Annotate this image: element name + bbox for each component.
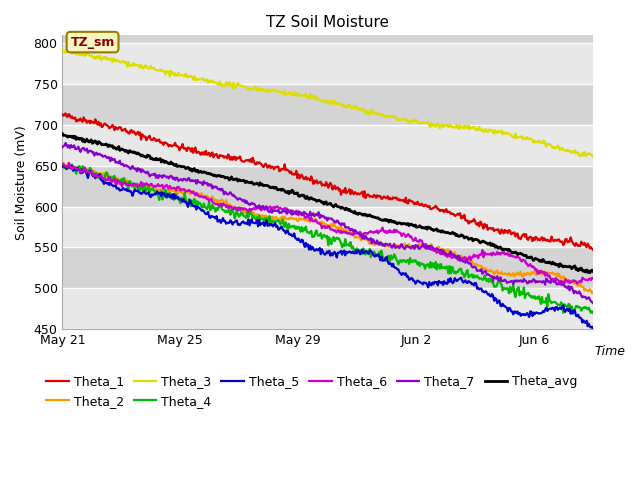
Bar bbox=[63, 36, 593, 44]
Text: TZ_sm: TZ_sm bbox=[70, 36, 115, 48]
Bar bbox=[63, 288, 593, 329]
Bar bbox=[63, 84, 593, 125]
Title: TZ Soil Moisture: TZ Soil Moisture bbox=[266, 15, 389, 30]
Bar bbox=[63, 44, 593, 84]
Bar bbox=[63, 247, 593, 288]
Bar bbox=[63, 125, 593, 166]
Bar bbox=[63, 206, 593, 247]
Legend: Theta_1, Theta_2, Theta_3, Theta_4, Theta_5, Theta_6, Theta_7, Theta_avg: Theta_1, Theta_2, Theta_3, Theta_4, Thet… bbox=[41, 371, 582, 413]
Y-axis label: Soil Moisture (mV): Soil Moisture (mV) bbox=[15, 125, 28, 240]
Text: Time: Time bbox=[594, 345, 625, 358]
Bar bbox=[63, 166, 593, 206]
